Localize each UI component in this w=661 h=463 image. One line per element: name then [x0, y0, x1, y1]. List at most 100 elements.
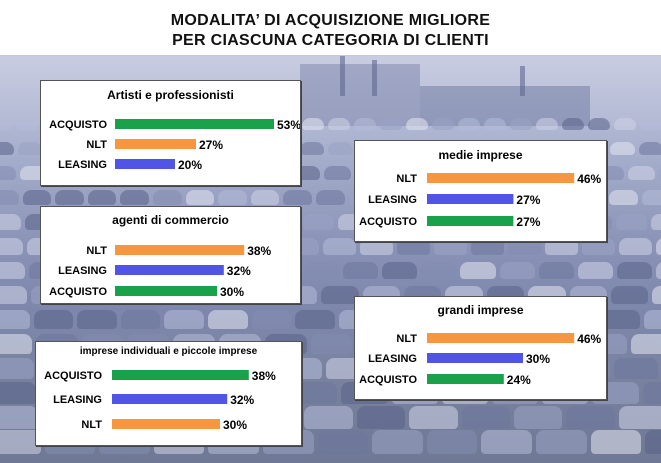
background-car — [481, 430, 532, 454]
background-car — [471, 238, 504, 255]
background-car — [153, 190, 182, 205]
panel-title: Artisti e professionisti — [107, 88, 234, 102]
background-car — [609, 190, 638, 205]
value-label: 32% — [230, 393, 254, 407]
background-car — [77, 310, 117, 330]
background-car — [409, 406, 458, 429]
bar-chart-agenti: NLT 38% LEASING 32% ACQUISTO 30% — [49, 244, 271, 299]
value-label: 27% — [516, 193, 540, 207]
category-label: NLT — [396, 333, 417, 345]
category-label: ACQUISTO — [359, 374, 417, 386]
background-car — [304, 406, 353, 429]
background-factory — [300, 64, 420, 126]
background-car — [164, 310, 204, 330]
background-car — [185, 190, 215, 205]
background-car — [0, 262, 26, 280]
value-label: 32% — [227, 264, 251, 278]
value-label: 46% — [577, 332, 601, 346]
background-car — [0, 430, 41, 454]
value-label: 27% — [516, 215, 540, 229]
background-car — [432, 118, 454, 130]
background-car — [300, 142, 325, 155]
category-label: LEASING — [53, 394, 102, 406]
panel-imprese-individuali: imprese individuali e piccole imprese AC… — [35, 341, 302, 446]
background-car — [642, 382, 661, 404]
background-chimney — [520, 66, 525, 96]
background-car — [16, 118, 38, 130]
panel-title: grandi imprese — [437, 303, 524, 317]
bar-acquisto — [112, 370, 249, 380]
slide-title-line-2: PER CIASCUNA CATEGORIA DI CLIENTI — [172, 32, 489, 49]
category-label: NLT — [81, 419, 102, 431]
bar-acquisto — [427, 374, 504, 384]
background-car — [382, 262, 418, 280]
background-car — [328, 118, 350, 130]
background-car — [514, 406, 563, 429]
background-car — [316, 190, 345, 205]
value-label: 30% — [220, 285, 244, 299]
background-car — [372, 430, 423, 454]
background-car — [87, 190, 117, 205]
bar-leasing — [427, 353, 523, 363]
bar-nlt — [112, 419, 220, 429]
background-car — [426, 430, 478, 454]
background-car — [421, 262, 457, 280]
category-label: ACQUISTO — [44, 370, 102, 382]
background-car — [0, 190, 19, 205]
value-label: 38% — [247, 244, 271, 258]
slide-title-line-1: MODALITA’ DI ACQUISIZIONE MIGLIORE — [170, 12, 491, 29]
panel-artisti-professionisti: Artisti e professionisti ACQUISTO 53% NLT 2… — [40, 80, 301, 186]
background-car — [0, 118, 12, 130]
background-car — [545, 238, 578, 255]
background-car — [380, 118, 402, 130]
background-car — [656, 262, 661, 280]
value-label: 38% — [252, 369, 276, 383]
background-car — [303, 262, 339, 280]
bar-chart-medie-imprese: NLT 46% LEASING 27% ACQUISTO 27% — [359, 172, 601, 229]
background-car — [642, 190, 661, 205]
background-car — [283, 190, 312, 205]
background-car — [617, 262, 653, 280]
background-car — [120, 190, 149, 205]
background-car — [499, 262, 535, 280]
category-label: LEASING — [58, 265, 107, 277]
background-car — [645, 430, 661, 454]
background-car — [295, 310, 335, 330]
panel-grandi-imprese: grandi imprese NLT 46% LEASING 30% ACQUISTO 2… — [354, 296, 607, 400]
background-car — [310, 334, 353, 355]
value-label: 20% — [178, 158, 202, 172]
bar-nlt — [115, 139, 196, 149]
background-car — [644, 310, 661, 330]
background-car — [614, 358, 658, 379]
background-car — [590, 430, 642, 454]
background-car — [651, 214, 661, 230]
background-car — [18, 142, 43, 155]
background-car — [0, 214, 21, 230]
background-car — [631, 334, 661, 355]
background-car — [566, 406, 615, 429]
panel-title: agenti di commercio — [112, 213, 229, 227]
background-car — [656, 238, 661, 255]
value-label: 53% — [277, 118, 300, 132]
value-label: 27% — [199, 138, 223, 152]
background-car — [0, 238, 23, 255]
background-car — [600, 310, 640, 330]
background-car — [578, 262, 614, 280]
category-label: ACQUISTO — [49, 119, 107, 131]
background-car — [536, 118, 558, 130]
background-car — [0, 166, 17, 180]
background-car — [536, 430, 587, 454]
background-car — [582, 238, 615, 255]
bar-leasing — [112, 394, 228, 404]
category-label: LEASING — [58, 159, 107, 171]
background-car — [317, 430, 369, 454]
value-label: 30% — [526, 352, 550, 366]
bar-acquisto — [115, 286, 217, 296]
bar-chart-grandi-imprese: NLT 46% LEASING 30% ACQUISTO 24% — [359, 332, 601, 387]
background-car — [614, 118, 636, 130]
background-car — [618, 406, 661, 429]
background-car — [406, 118, 428, 130]
background-car — [324, 166, 351, 180]
category-label: NLT — [86, 245, 107, 257]
panel-title: imprese individuali e piccole imprese — [79, 346, 258, 357]
